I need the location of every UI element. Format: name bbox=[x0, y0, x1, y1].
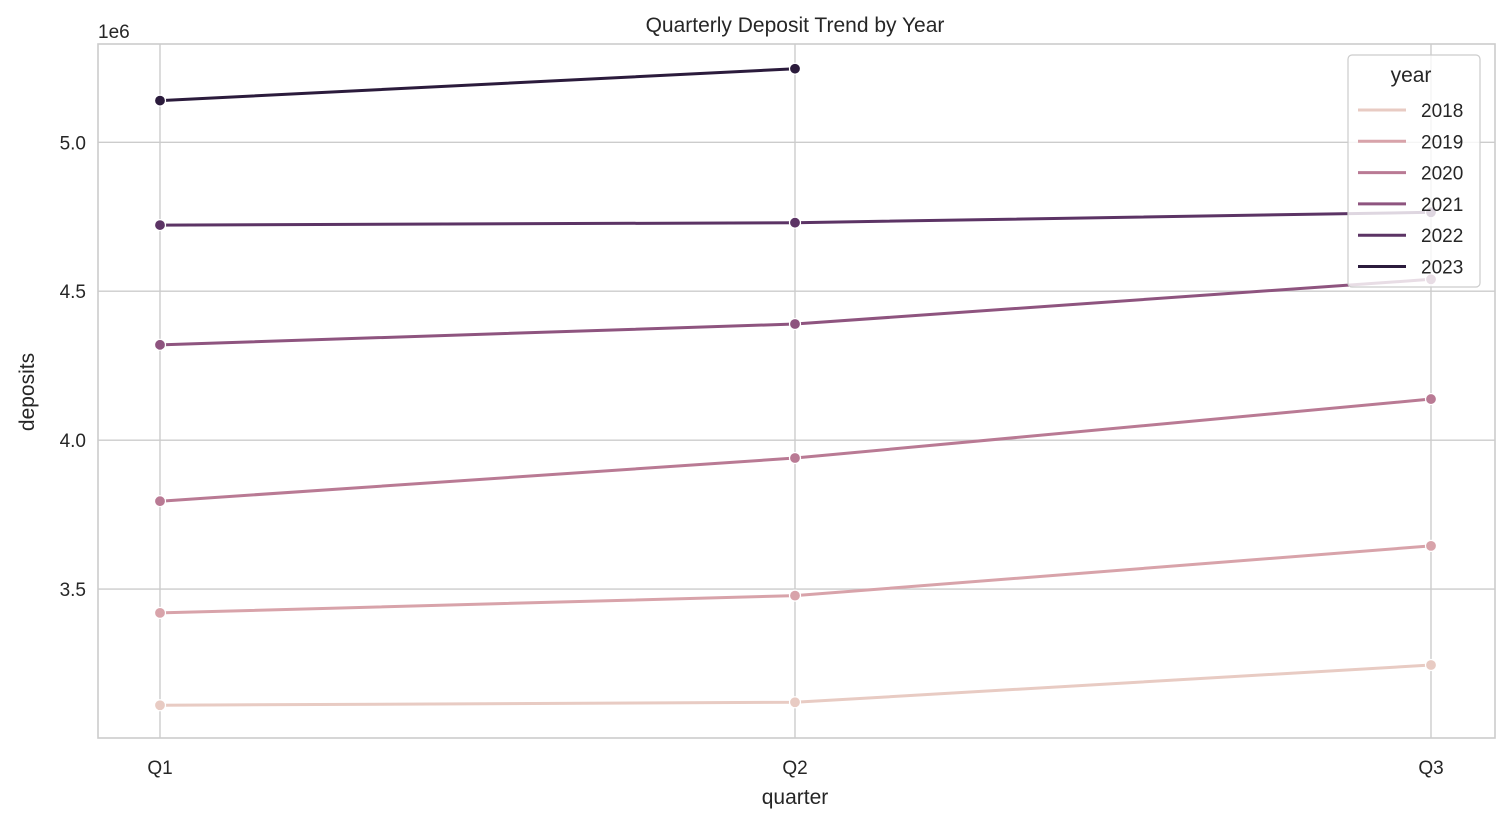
data-point-2019 bbox=[788, 589, 802, 602]
tick-labels: 3.5 4.0 4.5 5.0 Q1 Q2 Q3 bbox=[60, 133, 1444, 779]
y-tick-label: 4.0 bbox=[60, 431, 86, 452]
data-point-2019 bbox=[153, 606, 167, 620]
y-tick-label: 4.5 bbox=[60, 282, 86, 303]
legend-item-2020: 2020 bbox=[1358, 164, 1463, 185]
series-2019 bbox=[153, 539, 1438, 620]
series-2018 bbox=[153, 658, 1438, 712]
data-point-2022 bbox=[788, 216, 802, 229]
x-tick-label: Q3 bbox=[1418, 758, 1443, 779]
x-tick-label: Q1 bbox=[147, 758, 172, 779]
x-tick-label: Q2 bbox=[782, 758, 807, 779]
plot-frame bbox=[97, 43, 1496, 739]
legend-label: 2023 bbox=[1421, 258, 1463, 279]
legend-label: 2022 bbox=[1421, 226, 1463, 247]
legend-label: 2018 bbox=[1421, 101, 1463, 122]
grid-lines bbox=[98, 44, 1495, 738]
chart-title: Quarterly Deposit Trend by Year bbox=[646, 14, 945, 37]
data-point-2018 bbox=[1424, 658, 1438, 672]
data-point-2018 bbox=[788, 696, 802, 709]
legend-item-2019: 2019 bbox=[1358, 132, 1463, 153]
data-point-2019 bbox=[1424, 539, 1438, 552]
data-point-2020 bbox=[153, 495, 167, 508]
series-line-2023 bbox=[158, 67, 797, 103]
legend-item-2021: 2021 bbox=[1358, 195, 1463, 216]
series-lines bbox=[153, 62, 1438, 712]
x-axis-label: quarter bbox=[762, 786, 829, 809]
series-2020 bbox=[153, 392, 1438, 508]
data-point-2021 bbox=[153, 338, 167, 351]
legend-item-2023: 2023 bbox=[1358, 258, 1463, 279]
data-point-2020 bbox=[1424, 392, 1438, 406]
y-axis-label: deposits bbox=[16, 353, 39, 431]
legend-box bbox=[1347, 54, 1481, 288]
legend-items: 2018 2019 2020 2021 2022 2023 bbox=[1358, 101, 1463, 279]
legend-label: 2019 bbox=[1421, 132, 1463, 153]
data-point-2022 bbox=[153, 218, 167, 232]
legend-item-2018: 2018 bbox=[1358, 101, 1463, 122]
data-point-2021 bbox=[788, 317, 802, 331]
legend-label: 2021 bbox=[1421, 195, 1463, 216]
y-tick-label: 5.0 bbox=[60, 133, 86, 154]
y-axis-offset-label: 1e6 bbox=[98, 22, 130, 43]
data-point-2018 bbox=[153, 699, 167, 712]
legend-label: 2020 bbox=[1421, 164, 1463, 185]
data-point-2023 bbox=[788, 62, 802, 75]
y-tick-label: 3.5 bbox=[60, 580, 86, 601]
data-point-2023 bbox=[153, 94, 167, 107]
legend-item-2022: 2022 bbox=[1358, 226, 1463, 247]
data-point-2020 bbox=[788, 451, 802, 465]
legend: year 2018 2019 2020 2021 2022 2023 bbox=[1347, 54, 1481, 288]
legend-title: year bbox=[1391, 64, 1432, 87]
series-2023 bbox=[153, 62, 802, 107]
